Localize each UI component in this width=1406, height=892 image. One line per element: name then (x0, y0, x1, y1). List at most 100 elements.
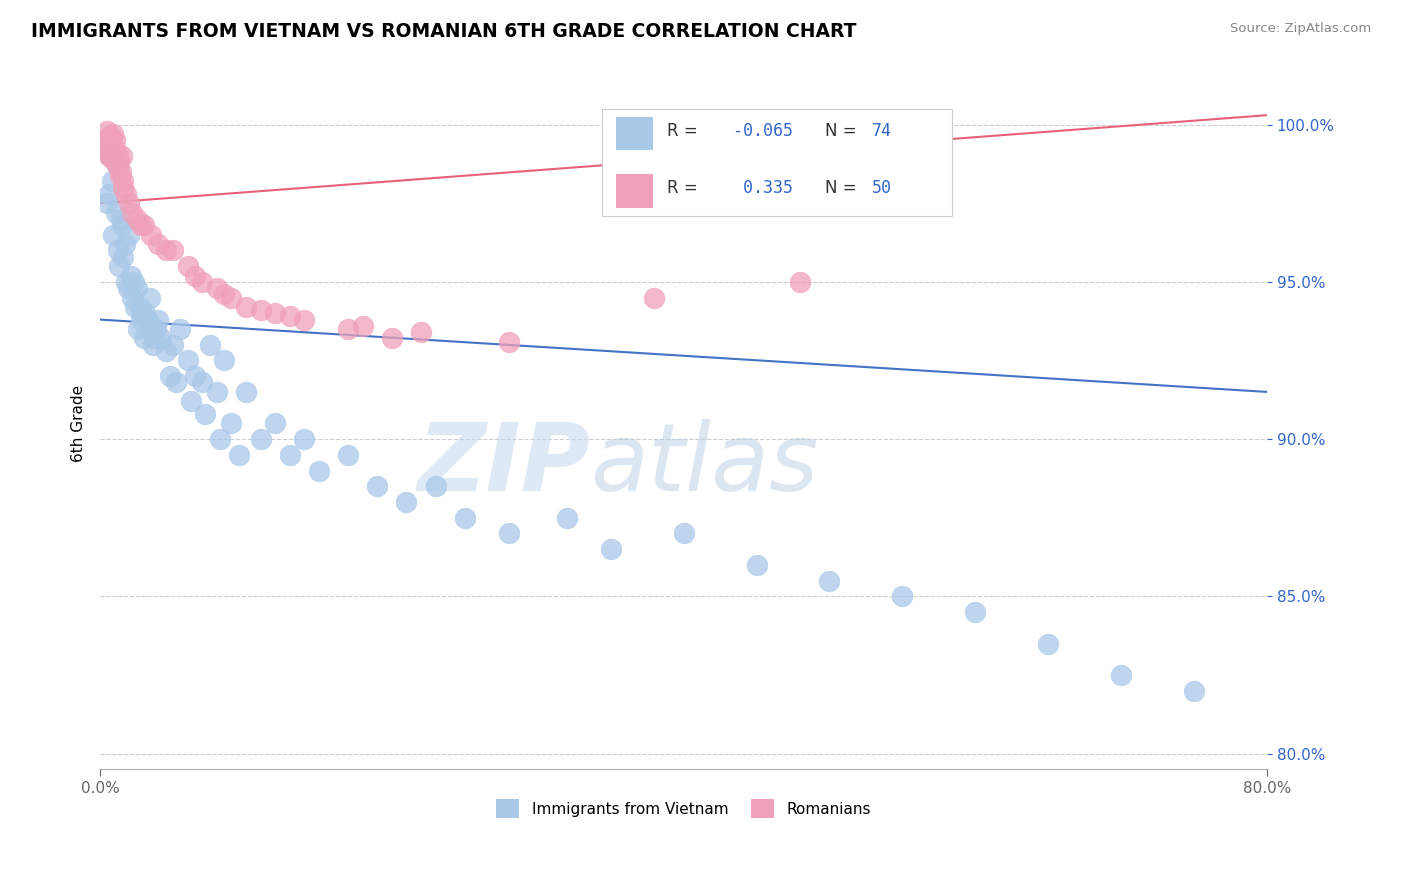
Point (131, 306, 153, 320)
Point (94, 133, 117, 147)
Point (96, 196, 118, 211)
Point (337, 448, 360, 462)
Point (1182, 683, 1205, 698)
Point (194, 407, 217, 421)
Point (165, 376, 187, 390)
Point (208, 432, 231, 446)
Point (103, 127, 125, 141)
Point (264, 306, 287, 320)
Point (235, 384, 257, 399)
Point (97, 130, 120, 145)
Point (366, 479, 388, 493)
Bar (616, 174, 654, 208)
Point (498, 526, 520, 541)
Point (264, 417, 287, 431)
Point (112, 174, 135, 188)
Point (105, 205, 128, 219)
Point (159, 369, 181, 384)
Point (221, 417, 243, 431)
Point (93, 143, 115, 157)
Point (142, 337, 165, 351)
Point (1038, 636, 1060, 650)
Point (97, 149, 120, 163)
Point (104, 155, 127, 169)
Point (107, 149, 129, 163)
Point (105, 159, 128, 173)
Point (198, 337, 221, 351)
Point (212, 353, 235, 368)
Point (672, 526, 695, 541)
Point (108, 259, 131, 273)
Point (176, 353, 198, 368)
Point (125, 211, 148, 226)
Point (112, 250, 135, 264)
Point (308, 464, 330, 478)
Point (103, 227, 125, 242)
Point (249, 303, 271, 318)
Text: R =: R = (668, 179, 703, 197)
Text: R =: R = (668, 122, 703, 140)
Point (98, 130, 121, 145)
Point (128, 300, 150, 314)
Point (110, 211, 132, 226)
Point (221, 291, 243, 305)
Point (184, 369, 207, 384)
Point (136, 312, 159, 326)
Point (101, 174, 124, 188)
FancyBboxPatch shape (602, 109, 952, 216)
Point (498, 334, 520, 349)
Point (101, 139, 124, 153)
Point (228, 448, 250, 462)
Text: 74: 74 (872, 122, 891, 140)
Text: ZIP: ZIP (418, 419, 591, 511)
Point (292, 432, 315, 446)
Point (111, 219, 134, 233)
Point (212, 287, 235, 301)
Point (125, 281, 148, 295)
Point (141, 227, 163, 242)
Point (96, 124, 118, 138)
Point (104, 133, 127, 147)
Point (818, 574, 841, 588)
Point (745, 558, 768, 572)
Point (141, 322, 163, 336)
Point (127, 322, 149, 336)
Point (184, 268, 207, 283)
Point (337, 322, 360, 336)
Point (278, 448, 301, 462)
Y-axis label: 6th Grade: 6th Grade (72, 384, 86, 462)
Point (176, 259, 198, 273)
Point (599, 542, 621, 557)
Point (118, 196, 141, 211)
Point (235, 300, 257, 314)
Point (105, 143, 128, 157)
Point (180, 394, 202, 409)
Point (162, 244, 184, 258)
Bar (616, 117, 654, 150)
Point (132, 331, 155, 345)
Point (117, 281, 139, 295)
Point (395, 495, 418, 509)
Point (111, 149, 134, 163)
Point (205, 281, 228, 295)
Text: Source: ZipAtlas.com: Source: ZipAtlas.com (1230, 22, 1371, 36)
Point (134, 306, 156, 320)
Point (96, 136, 118, 151)
Text: 50: 50 (872, 179, 891, 197)
Point (135, 312, 157, 326)
Point (118, 227, 141, 242)
Point (191, 275, 214, 289)
Legend: Immigrants from Vietnam, Romanians: Immigrants from Vietnam, Romanians (491, 793, 877, 824)
Text: atlas: atlas (591, 419, 818, 510)
Point (122, 275, 145, 289)
Point (121, 291, 143, 305)
Point (155, 244, 177, 258)
Point (169, 322, 191, 336)
Point (115, 275, 138, 289)
Point (108, 155, 131, 169)
Point (891, 590, 914, 604)
Point (191, 376, 214, 390)
Point (121, 205, 143, 219)
Point (555, 510, 578, 524)
Point (124, 300, 146, 314)
